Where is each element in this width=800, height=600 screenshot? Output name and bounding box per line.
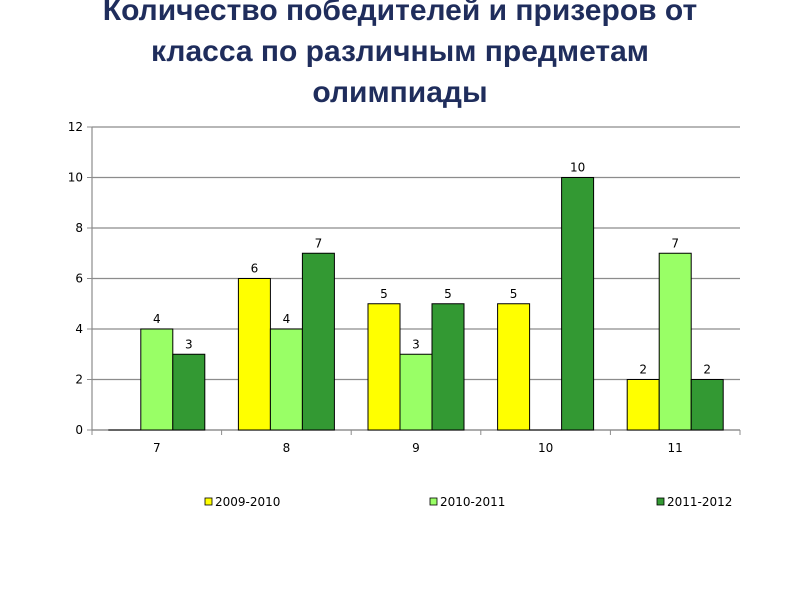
legend: 2009-2010 2010-2011 2011-2012: [204, 495, 732, 509]
data-label: 4: [283, 312, 291, 326]
x-tick-label: 8: [283, 441, 291, 455]
y-tick-label: 8: [75, 221, 83, 235]
x-axis: 7 8 9 10 11: [91, 429, 741, 455]
y-tick-label: 4: [75, 322, 83, 336]
legend-swatch: [204, 497, 213, 506]
data-label: 2: [639, 363, 647, 377]
data-label: 3: [412, 337, 420, 351]
legend-label: 2011-2012: [667, 495, 732, 509]
data-label: 10: [570, 161, 585, 175]
x-tick-label: 11: [668, 441, 683, 455]
y-axis: 0 2 4 6 8 10 12: [68, 120, 93, 437]
bar: [399, 353, 433, 431]
data-label: 2: [703, 363, 711, 377]
data-label: 4: [153, 312, 161, 326]
title-line-2: класса по различным предметам: [151, 35, 649, 68]
bar: [301, 252, 335, 431]
bar: [431, 303, 465, 431]
y-tick-label: 10: [68, 171, 83, 185]
bar: [561, 177, 595, 431]
data-label: 5: [444, 287, 452, 301]
bar: [237, 278, 271, 431]
bar: [690, 379, 724, 431]
title-line-1: Количество победителей и призеров от: [102, 0, 698, 27]
bar: [367, 303, 401, 431]
bar: [497, 303, 531, 431]
data-label: 7: [671, 236, 679, 250]
bar: [140, 328, 174, 431]
title-line-3: олимпиады: [312, 76, 488, 109]
legend-label: 2009-2010: [215, 495, 280, 509]
bar: [269, 328, 303, 431]
legend-swatch: [656, 497, 665, 506]
data-label: 5: [380, 287, 388, 301]
data-label: 6: [251, 262, 259, 276]
y-tick-label: 2: [75, 373, 83, 387]
data-labels: 4 3 6 4 7 5 3 5 5 10 2 7 2: [153, 161, 711, 377]
x-tick-label: 10: [538, 441, 553, 455]
y-tick-label: 12: [68, 120, 83, 134]
data-label: 3: [185, 337, 193, 351]
bar: [626, 379, 660, 431]
x-tick-label: 9: [412, 441, 420, 455]
x-tick-label: 7: [153, 441, 161, 455]
page-title: Количество победителей и призеров от кла…: [0, 0, 800, 113]
y-tick-label: 0: [75, 423, 83, 437]
y-tick-label: 6: [75, 272, 83, 286]
legend-swatch: [429, 497, 438, 506]
bar: [658, 252, 692, 431]
legend-label: 2010-2011: [440, 495, 505, 509]
bars: [108, 177, 724, 431]
data-label: 5: [510, 287, 518, 301]
bar: [172, 353, 206, 431]
data-label: 7: [315, 236, 323, 250]
